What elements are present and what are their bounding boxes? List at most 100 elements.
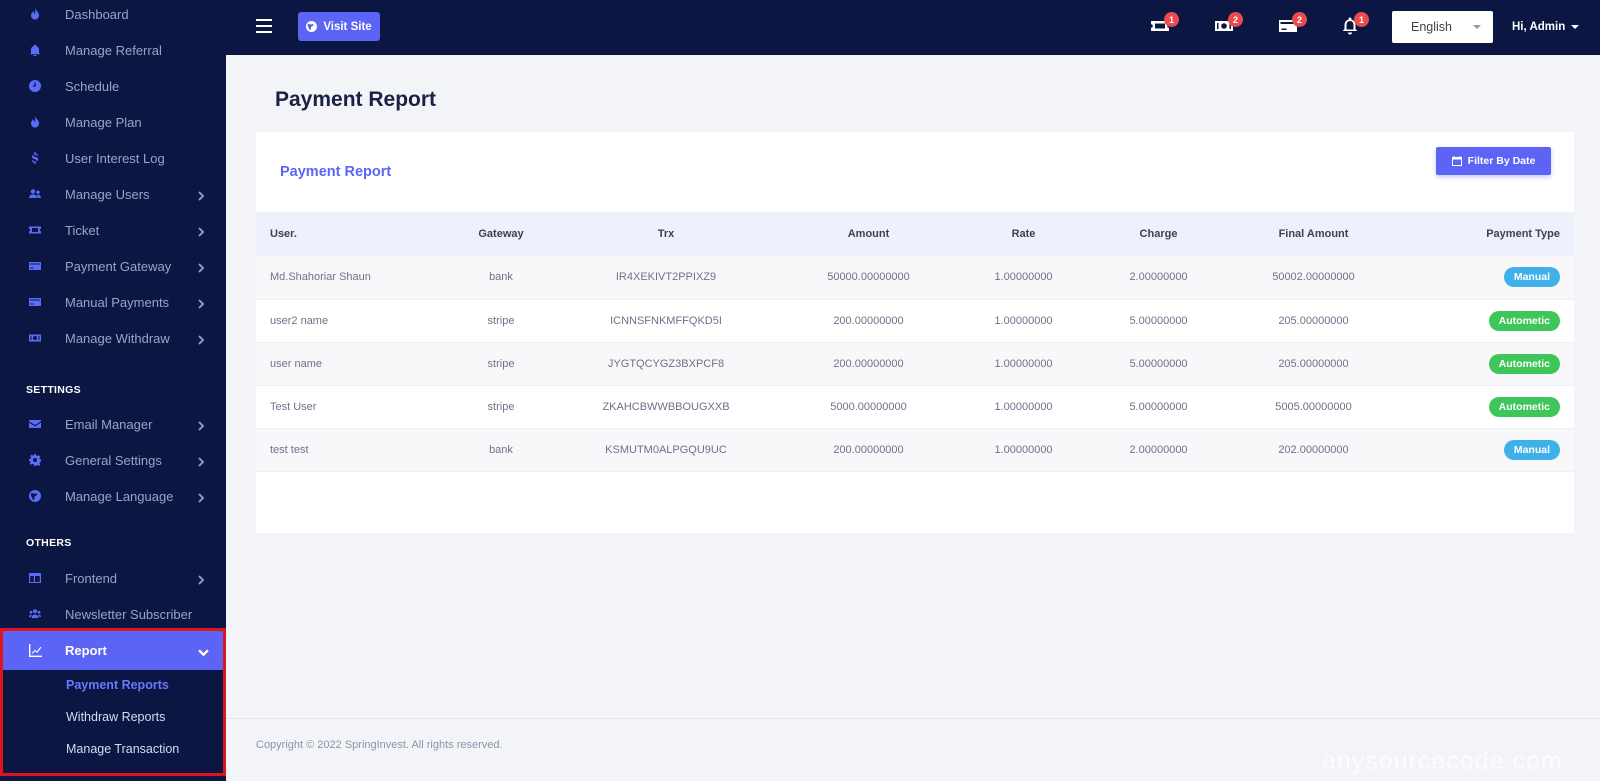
sidebar-item-label: Schedule <box>65 78 120 94</box>
cell-trx: ZKAHCBWWBBOUGXXB <box>602 400 730 413</box>
cell-trx: IR4XEKIVT2PPIXZ9 <box>615 271 717 284</box>
sidebar-item-dashboard[interactable]: Dashboard <box>0 0 226 32</box>
cell-gateway: bank <box>489 443 513 456</box>
chevron-right-icon <box>196 225 206 237</box>
cell-payment-type: Autometic <box>1406 342 1574 385</box>
cell-amount: 200.00000000 <box>833 443 904 456</box>
table-row: test test bank KSMUTM0ALPGQU9UC 200.0000… <box>256 428 1574 471</box>
gear-icon <box>27 452 43 468</box>
envelope-icon <box>27 416 43 432</box>
filter-by-date-label: Filter By Date <box>1467 155 1536 167</box>
sidebar-item-general-settings[interactable]: General Settings <box>0 442 226 478</box>
sidebar-item-label: Manage Users <box>65 186 150 202</box>
cell-rate: 1.00000000 <box>994 314 1053 327</box>
cell-gateway: stripe <box>487 357 515 370</box>
sidebar-item-manage-withdraw[interactable]: Manage Withdraw <box>0 320 226 356</box>
cell-payment-type: Autometic <box>1406 385 1574 428</box>
chevron-right-icon <box>196 419 206 431</box>
cell-final-amount: 205.00000000 <box>1278 357 1349 370</box>
chevron-right-icon <box>196 491 206 503</box>
sidebar-item-label: Manage Referral <box>65 42 162 58</box>
table-row: Md.Shahoriar Shaun bank IR4XEKIVT2PPIXZ9… <box>256 256 1574 299</box>
chevron-right-icon <box>196 455 206 467</box>
topbar: Visit Site 1 2 2 1 English Hi, Admin <box>226 0 1600 55</box>
cell-charge: 2.00000000 <box>1129 271 1188 284</box>
menu-toggle-icon[interactable] <box>256 19 272 33</box>
filter-by-date-button[interactable]: Filter By Date <box>1436 147 1551 175</box>
credit-card-icon <box>27 258 43 274</box>
chevron-right-icon <box>196 297 206 309</box>
sidebar-item-manage-plan[interactable]: Manage Plan <box>0 104 226 140</box>
cell-gateway: bank <box>489 271 513 284</box>
sidebar-item-manage-users[interactable]: Manage Users <box>0 176 226 212</box>
sidebar-item-manual-payments[interactable]: Manual Payments <box>0 284 226 320</box>
sidebar-item-label: General Settings <box>65 452 162 468</box>
column-header: Rate <box>1011 228 1036 240</box>
footer-divider <box>226 718 1600 719</box>
visit-site-label: Visit Site <box>323 20 372 33</box>
sidebar-item-label: Manage Plan <box>65 114 142 130</box>
sidebar-subitem-withdraw-reports[interactable]: Withdraw Reports <box>66 710 166 724</box>
sidebar-item-manage-language[interactable]: Manage Language <box>0 478 226 514</box>
sidebar-item-label: Email Manager <box>65 416 153 432</box>
sidebar-item-ticket[interactable]: Ticket <box>0 212 226 248</box>
payment-report-card: Payment Report Filter By Date User. Gate… <box>256 132 1574 533</box>
payment-type-badge: Autometic <box>1488 353 1560 374</box>
cell-gateway: stripe <box>487 400 515 413</box>
column-header: Final Amount <box>1278 228 1349 240</box>
cell-rate: 1.00000000 <box>994 357 1053 370</box>
ticket-notification-button[interactable]: 1 <box>1150 12 1179 38</box>
notification-bell-button[interactable]: 1 <box>1340 12 1369 38</box>
sidebar-item-label: Manage Language <box>65 488 174 504</box>
cell-amount: 50000.00000000 <box>827 271 910 284</box>
footer-copyright: Copyright © 2022 SpringInvest. All right… <box>256 739 503 751</box>
cell-final-amount: 205.00000000 <box>1278 314 1349 327</box>
notification-badge: 1 <box>1354 12 1369 27</box>
admin-greeting: Hi, Admin <box>1512 21 1566 33</box>
sidebar-item-frontend[interactable]: Frontend <box>0 560 226 596</box>
cell-charge: 5.00000000 <box>1129 357 1188 370</box>
cell-trx: KSMUTM0ALPGQU9UC <box>605 443 727 456</box>
payment-type-badge: Manual <box>1503 267 1560 288</box>
cell-user: user name <box>270 357 322 370</box>
money-bill-icon <box>27 330 43 346</box>
column-header: Gateway <box>478 228 524 240</box>
cell-charge: 2.00000000 <box>1129 443 1188 456</box>
credit-card-icon <box>27 294 43 310</box>
cell-user: Md.Shahoriar Shaun <box>270 271 371 284</box>
visit-site-button[interactable]: Visit Site <box>298 12 380 41</box>
payment-badge: 2 <box>1292 12 1307 27</box>
calendar-icon <box>1451 156 1462 166</box>
sidebar-item-email-manager[interactable]: Email Manager <box>0 406 226 442</box>
chart-line-icon <box>27 643 43 659</box>
fire-icon <box>27 114 43 130</box>
sidebar-item-schedule[interactable]: Schedule <box>0 68 226 104</box>
language-select[interactable]: English <box>1392 11 1493 43</box>
language-value: English <box>1411 20 1452 34</box>
column-header: Amount <box>847 228 890 240</box>
column-header: Payment Type <box>1486 228 1560 240</box>
sidebar-subitem-payment-reports[interactable]: Payment Reports <box>66 678 169 692</box>
withdraw-notification-button[interactable]: 2 <box>1214 12 1243 38</box>
chevron-down-icon <box>1473 25 1481 29</box>
sidebar-item-payment-gateway[interactable]: Payment Gateway <box>0 248 226 284</box>
clock-icon <box>27 78 43 94</box>
sidebar-subitem-manage-transaction[interactable]: Manage Transaction <box>66 742 180 756</box>
withdraw-badge: 2 <box>1228 12 1243 27</box>
cell-payment-type: Autometic <box>1406 299 1574 342</box>
sidebar-item-report[interactable]: Report <box>3 631 223 670</box>
admin-user-menu[interactable]: Hi, Admin <box>1512 21 1580 33</box>
cell-rate: 1.00000000 <box>994 443 1053 456</box>
sidebar-item-user-interest-log[interactable]: User Interest Log <box>0 140 226 176</box>
card-title: Payment Report <box>280 164 392 180</box>
cell-user: user2 name <box>270 314 329 327</box>
sidebar-item-label: Payment Gateway <box>65 258 172 274</box>
column-header: Charge <box>1139 228 1178 240</box>
globe-icon <box>306 21 318 32</box>
bell-icon <box>1342 17 1358 35</box>
payment-notification-button[interactable]: 2 <box>1278 12 1307 38</box>
sidebar-item-newsletter-subscriber[interactable]: Newsletter Subscriber <box>0 596 226 632</box>
report-highlight-box <box>0 628 226 776</box>
layout-icon <box>27 570 43 586</box>
sidebar-item-manage-referral[interactable]: Manage Referral <box>0 32 226 68</box>
